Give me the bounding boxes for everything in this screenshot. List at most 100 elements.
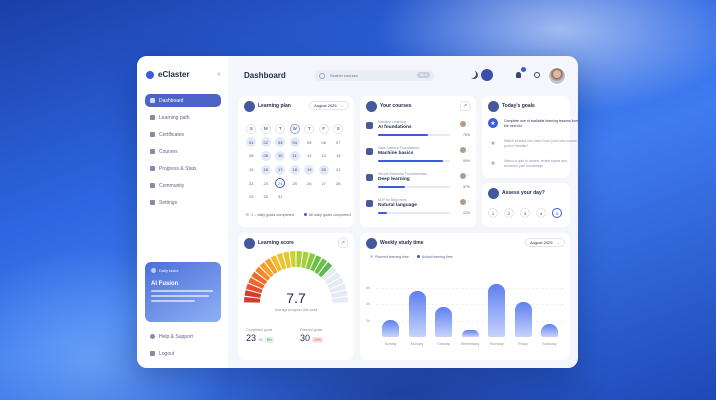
calendar-day[interactable]: 21 [331, 163, 346, 177]
instructor-avatar [460, 147, 466, 153]
legend-label: 1 – daily goals completed [251, 213, 294, 217]
period-select[interactable]: August 2025 ⌄ [525, 238, 565, 247]
sidebar-item-help[interactable]: Help & Support [145, 330, 221, 343]
bar-wednesday[interactable] [461, 330, 479, 337]
more-icon[interactable]: ⋮ [466, 199, 470, 204]
calendar-day[interactable]: 03 [273, 136, 288, 150]
bar-monday[interactable] [408, 290, 426, 337]
calendar-day[interactable]: 25 [288, 176, 303, 190]
calendar-day[interactable]: 07 [331, 136, 346, 150]
calendar-day[interactable]: 22 [244, 176, 259, 190]
theme-toggle-button[interactable] [481, 69, 493, 81]
sidebar-item-learning-path[interactable]: Learning path [145, 111, 221, 124]
notification-badge [521, 67, 526, 72]
calendar-day[interactable]: 02 [259, 136, 274, 150]
sidebar-item-logout[interactable]: Logout [145, 347, 221, 360]
bar-saturday[interactable] [541, 323, 558, 337]
sidebar-item-community[interactable]: Community [145, 179, 221, 192]
promo-tag: Daily tasks [151, 268, 215, 273]
calendar-day[interactable]: 20 [317, 163, 332, 177]
more-icon[interactable]: ⋮ [466, 121, 470, 126]
calendar-day[interactable]: 10 [273, 149, 288, 163]
gauge-segment [276, 252, 287, 270]
course-item[interactable]: Neural Networks Fundamentals Deep learnin… [366, 172, 470, 194]
avatar[interactable] [548, 67, 566, 85]
gauge-segment [251, 271, 268, 285]
search-bar[interactable]: ⌘ K [314, 70, 434, 81]
month-select[interactable]: August 2025 ⌄ [309, 101, 349, 110]
sidebar-item-progress[interactable]: Progress & Stats [145, 162, 221, 175]
course-item[interactable]: NLP for Beginners Natural language ⋮ 12% [366, 198, 470, 220]
bar-friday[interactable] [514, 302, 532, 337]
sidebar-item-courses[interactable]: Courses [145, 145, 221, 158]
collapse-sidebar-icon[interactable]: « [217, 71, 221, 78]
chevron-down-icon: ⌄ [340, 103, 344, 108]
moon-icon[interactable] [470, 71, 478, 79]
search-input[interactable] [328, 72, 412, 79]
x-tick-label: Saturday [542, 342, 557, 346]
calendar-day[interactable]: 23 [259, 176, 274, 190]
calendar-empty [317, 190, 332, 204]
weekday-text: S [333, 123, 344, 134]
calendar-day[interactable]: 08 [244, 149, 259, 163]
calendar-day[interactable]: 24 [273, 176, 288, 190]
rating-option-4[interactable]: 4 [536, 208, 546, 218]
calendar-day[interactable]: 28 [331, 176, 346, 190]
open-score-button[interactable]: ↗ [338, 238, 348, 248]
card-title: Learning score [258, 240, 294, 246]
score-caption: Average progress this week [274, 308, 318, 312]
gear-icon[interactable] [533, 71, 541, 79]
calendar-day[interactable]: 09 [259, 149, 274, 163]
calendar-day[interactable]: 16 [259, 163, 274, 177]
bell-icon[interactable] [515, 71, 523, 79]
calendar-day[interactable]: 12 [302, 149, 317, 163]
course-progress-fill [378, 212, 387, 214]
sidebar-item-settings[interactable]: Settings [145, 196, 221, 209]
rating-option-5[interactable]: 5 [552, 208, 562, 218]
more-icon[interactable]: ⋮ [466, 173, 470, 178]
bar-thursday[interactable] [488, 284, 505, 337]
calendar-day[interactable]: 06 [317, 136, 332, 150]
calendar-day[interactable]: 05 [302, 136, 317, 150]
sidebar-item-certificates[interactable]: Certificates [145, 128, 221, 141]
calendar-day[interactable]: 14 [331, 149, 346, 163]
calendar-day[interactable]: 01 [244, 136, 259, 150]
calendar-day[interactable]: 29 [244, 190, 259, 204]
calendar-day[interactable]: 18 [288, 163, 303, 177]
rating-option-2[interactable]: 2 [504, 208, 514, 218]
calendar-day[interactable]: 13 [317, 149, 332, 163]
day-number: 14 [336, 153, 341, 159]
calendar-day[interactable]: 04 [288, 136, 303, 150]
calendar-day[interactable]: 27 [317, 176, 332, 190]
sidebar-item-dashboard[interactable]: Dashboard [145, 94, 221, 107]
calendar-day[interactable]: 19 [302, 163, 317, 177]
bar-tuesday[interactable] [435, 307, 452, 337]
day-number: 27 [321, 180, 326, 186]
day-number: 18 [289, 164, 300, 175]
calendar-day[interactable]: 31 [273, 190, 288, 204]
course-category: NLP for Beginners [378, 198, 407, 202]
more-icon[interactable]: ⋮ [466, 147, 470, 152]
day-number: 29 [249, 194, 254, 200]
course-item[interactable]: Machine Learning AI foundations ⋮ 70% [366, 120, 470, 142]
gridline [376, 287, 564, 289]
layers-icon [366, 174, 373, 181]
gridline [376, 304, 564, 305]
calendar-day[interactable]: 30 [259, 190, 274, 204]
rating-option-3[interactable]: 3 [520, 208, 530, 218]
calendar-day[interactable]: 11 [288, 149, 303, 163]
rating-option-1[interactable]: 1 [488, 208, 498, 218]
course-item[interactable]: Data Science Foundations Machine basics ⋮ 9… [366, 146, 470, 168]
legend-dot [246, 213, 249, 216]
grid-icon [150, 98, 155, 103]
open-courses-button[interactable]: ↗ [460, 101, 470, 111]
day-number: 04 [289, 137, 300, 148]
calendar-day[interactable]: 17 [273, 163, 288, 177]
smile-icon [488, 188, 499, 199]
promo-card[interactable]: Daily tasks AI Fusion [145, 262, 221, 322]
calendar-day[interactable]: 15 [244, 163, 259, 177]
brand[interactable]: eClaster [146, 70, 190, 79]
calendar-day[interactable]: 26 [302, 176, 317, 190]
planned-goals-stat: Planned goals 30 10% [300, 328, 324, 343]
bar-sunday[interactable] [382, 319, 399, 337]
